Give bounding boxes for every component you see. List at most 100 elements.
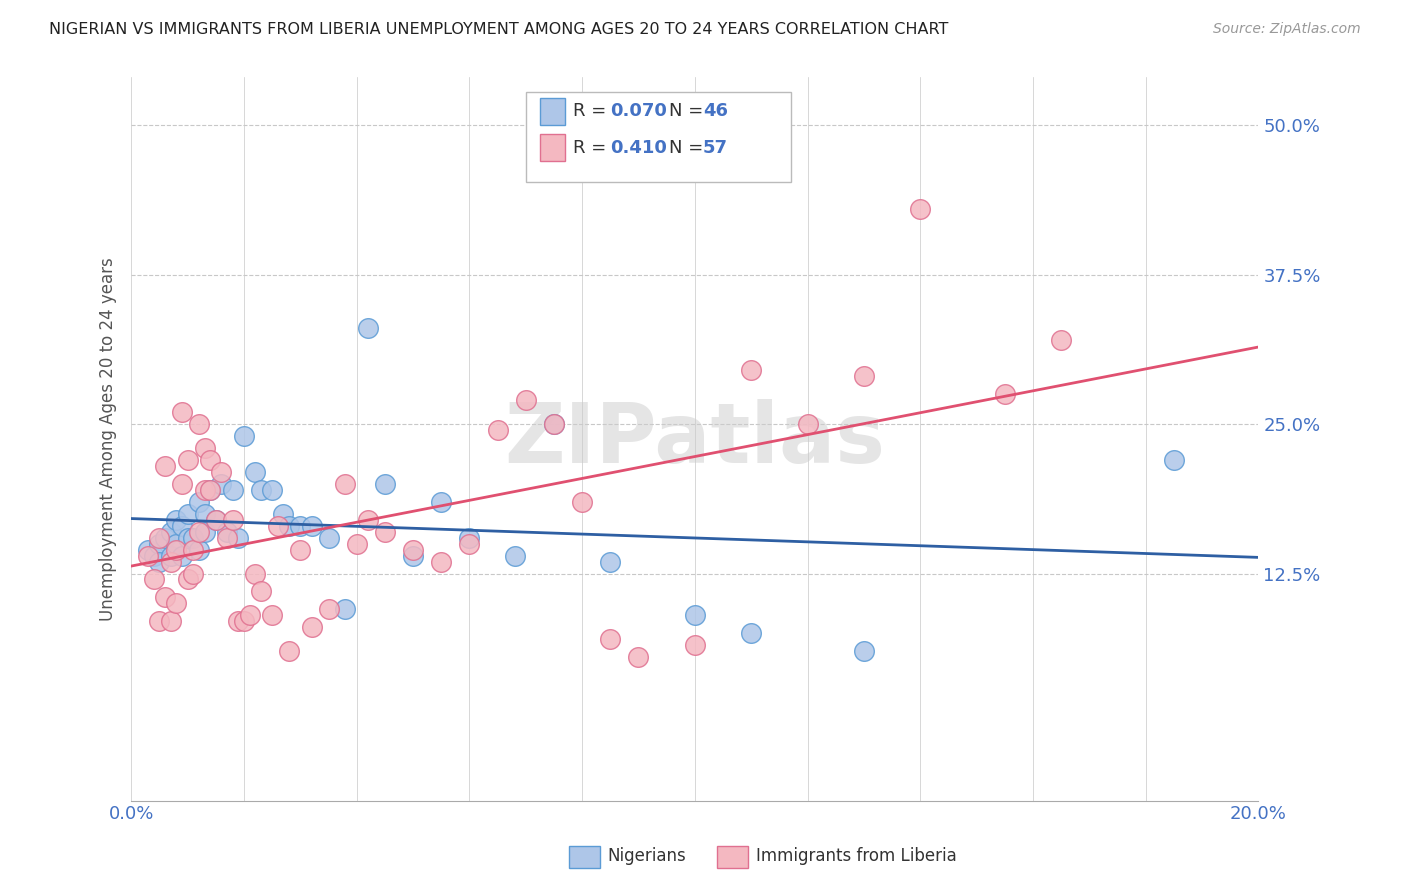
- Point: [994, 387, 1017, 401]
- Point: [543, 417, 565, 431]
- Point: [290, 518, 312, 533]
- Point: [335, 602, 357, 616]
- Point: [165, 542, 187, 557]
- Point: [599, 555, 621, 569]
- Point: [187, 524, 209, 539]
- Point: [515, 393, 537, 408]
- Point: [262, 608, 284, 623]
- Point: [170, 518, 193, 533]
- Point: [374, 476, 396, 491]
- Point: [148, 615, 170, 629]
- Point: [402, 549, 425, 563]
- Point: [136, 549, 159, 563]
- Point: [233, 615, 256, 629]
- Point: [290, 542, 312, 557]
- Point: [458, 536, 481, 550]
- Point: [193, 524, 215, 539]
- Point: [278, 644, 301, 658]
- Point: [170, 405, 193, 419]
- Text: 57: 57: [703, 138, 728, 157]
- Point: [181, 531, 204, 545]
- Point: [683, 608, 706, 623]
- Point: [228, 615, 250, 629]
- Point: [1163, 453, 1185, 467]
- Point: [148, 531, 170, 545]
- Point: [193, 483, 215, 497]
- Point: [193, 441, 215, 455]
- Point: [301, 518, 323, 533]
- FancyBboxPatch shape: [540, 134, 565, 161]
- Point: [198, 483, 221, 497]
- Text: N =: N =: [669, 138, 709, 157]
- Point: [245, 566, 267, 581]
- Point: [136, 542, 159, 557]
- Point: [181, 566, 204, 581]
- Point: [233, 429, 256, 443]
- Point: [458, 531, 481, 545]
- Point: [627, 650, 650, 665]
- Point: [142, 549, 165, 563]
- Text: 46: 46: [703, 103, 728, 120]
- Point: [239, 608, 262, 623]
- Point: [250, 584, 273, 599]
- Point: [318, 602, 340, 616]
- Point: [228, 531, 250, 545]
- Point: [176, 531, 198, 545]
- Point: [250, 483, 273, 497]
- Text: 0.410: 0.410: [610, 138, 668, 157]
- Point: [301, 620, 323, 634]
- Point: [430, 555, 453, 569]
- Point: [374, 524, 396, 539]
- Point: [148, 555, 170, 569]
- Point: [1050, 334, 1073, 348]
- Point: [159, 555, 181, 569]
- Point: [209, 465, 232, 479]
- Text: ZIPatlas: ZIPatlas: [505, 399, 886, 480]
- Point: [910, 202, 932, 216]
- Point: [740, 363, 762, 377]
- Point: [176, 573, 198, 587]
- Point: [357, 321, 380, 335]
- Point: [198, 453, 221, 467]
- Point: [181, 542, 204, 557]
- Point: [209, 476, 232, 491]
- Text: Immigrants from Liberia: Immigrants from Liberia: [756, 847, 957, 865]
- Point: [159, 524, 181, 539]
- Text: Source: ZipAtlas.com: Source: ZipAtlas.com: [1213, 22, 1361, 37]
- Text: R =: R =: [574, 138, 612, 157]
- Point: [198, 483, 221, 497]
- Point: [153, 591, 176, 605]
- Point: [165, 596, 187, 610]
- Point: [430, 495, 453, 509]
- Point: [176, 453, 198, 467]
- Point: [148, 536, 170, 550]
- Y-axis label: Unemployment Among Ages 20 to 24 years: Unemployment Among Ages 20 to 24 years: [100, 257, 117, 621]
- Text: R =: R =: [574, 103, 612, 120]
- Point: [170, 476, 193, 491]
- Point: [153, 458, 176, 473]
- Point: [571, 495, 593, 509]
- Text: N =: N =: [669, 103, 709, 120]
- Point: [187, 417, 209, 431]
- Point: [222, 483, 245, 497]
- Point: [204, 513, 226, 527]
- Point: [273, 507, 295, 521]
- Point: [215, 531, 238, 545]
- Point: [262, 483, 284, 497]
- Text: Nigerians: Nigerians: [607, 847, 686, 865]
- Point: [357, 513, 380, 527]
- Point: [683, 638, 706, 652]
- Point: [740, 626, 762, 640]
- Point: [222, 513, 245, 527]
- Point: [278, 518, 301, 533]
- Point: [193, 507, 215, 521]
- Point: [159, 549, 181, 563]
- Point: [318, 531, 340, 545]
- Point: [215, 524, 238, 539]
- Point: [402, 542, 425, 557]
- Point: [543, 417, 565, 431]
- Point: [599, 632, 621, 647]
- Point: [852, 369, 875, 384]
- FancyBboxPatch shape: [540, 98, 565, 125]
- Point: [503, 549, 526, 563]
